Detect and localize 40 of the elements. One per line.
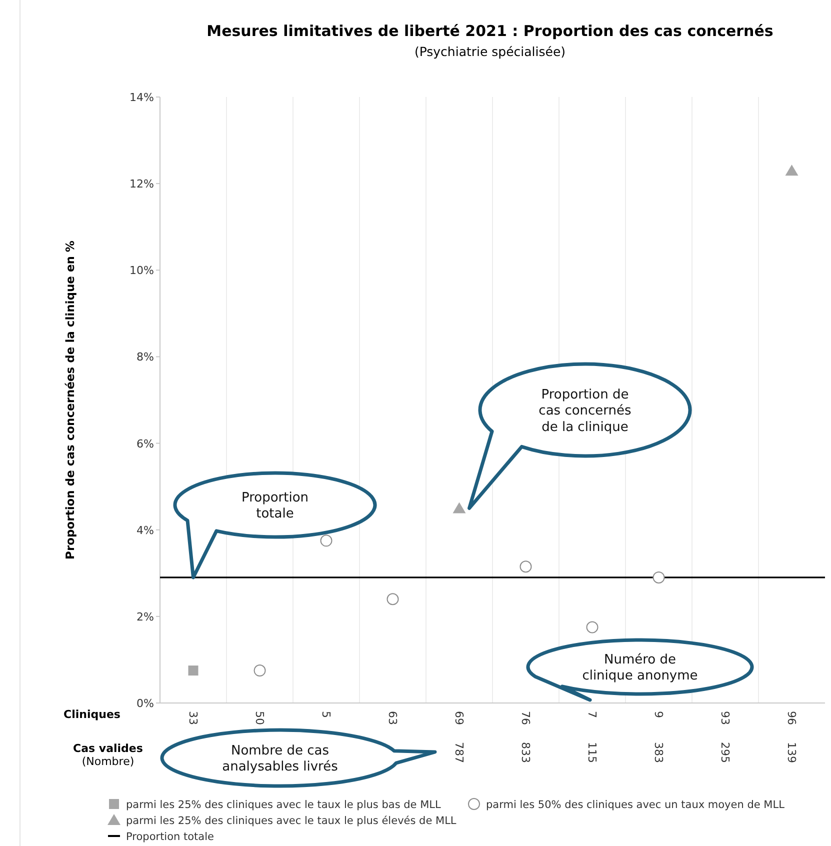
text: 139 — [784, 742, 798, 763]
y-tick-label: 8% — [136, 350, 154, 364]
text: Cliniques — [64, 708, 121, 721]
speech-bubble: Proportion de cas concernés de la clinique — [468, 362, 692, 510]
x-tick-label: 96 — [784, 711, 798, 725]
annotation: Proportion totale — [241, 490, 309, 522]
x-tick-label: 63 — [386, 711, 399, 725]
y-tick-label: 4% — [136, 524, 154, 537]
chart-subtitle: (Psychiatrie spécialisée) — [414, 44, 566, 59]
speech-bubble: Nombre de cas analysables livrés — [160, 728, 437, 788]
annotation: Proportion de cas concernés de la clinique — [538, 387, 632, 435]
y-tick-label: 0% — [136, 697, 154, 710]
y-tick-label: 2% — [136, 610, 154, 624]
x-tick-label: 93 — [718, 711, 732, 725]
y-tick-label: 12% — [130, 178, 154, 191]
speech-bubble: Proportion totale — [173, 471, 377, 580]
annotation: Numéro de clinique anonyme — [582, 652, 698, 684]
text: 295 — [718, 742, 732, 763]
x-tick-label: 7 — [585, 711, 598, 718]
legend-label: parmi les 25% des cliniques avec le taux le plus élevés de MLL — [126, 815, 456, 827]
text: Cas valides (Nombre) — [73, 742, 144, 768]
x-tick-label: 76 — [518, 711, 532, 725]
y-tick-label: 14% — [130, 91, 154, 104]
text: 833 — [518, 742, 532, 763]
chart-title: Mesures limitatives de liberté 2021 : Proportion des cas concernés — [206, 22, 774, 40]
legend-label: parmi les 50% des cliniques avec un taux moyen de MLL — [486, 799, 785, 811]
y-axis-title: Proportion de cas concernées de la clinique en % — [63, 240, 77, 560]
text: 383 — [652, 742, 665, 763]
text: 115 — [585, 742, 598, 763]
x-tick-label: 5 — [319, 711, 332, 718]
x-tick-label: 9 — [652, 711, 665, 718]
legend-label: Proportion totale — [126, 831, 214, 843]
x-tick-label: 50 — [252, 711, 266, 725]
text: 787 — [452, 742, 466, 763]
y-tick-label: 6% — [136, 437, 154, 450]
y-tick-label: 10% — [130, 264, 154, 278]
legend-label: parmi les 25% des cliniques avec le taux le plus bas de MLL — [126, 799, 442, 811]
x-tick-label: 33 — [186, 711, 200, 725]
speech-bubble: Numéro de clinique anonyme — [526, 638, 754, 702]
x-tick-label: 69 — [452, 711, 466, 725]
